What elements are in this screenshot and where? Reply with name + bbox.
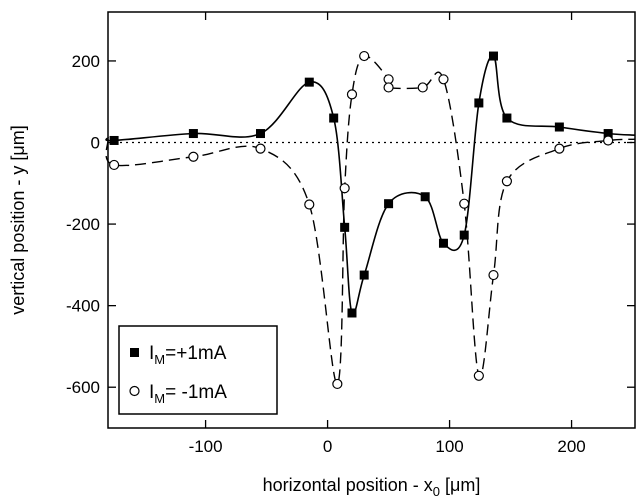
legend-entry-subscript: M xyxy=(154,391,165,406)
data-point-plus-1ma xyxy=(188,129,198,139)
data-point-plus-1ma xyxy=(488,51,498,61)
data-point-plus-1ma xyxy=(459,230,469,240)
legend-entry-rest: =+1mA xyxy=(165,343,227,364)
data-point-plus-1ma xyxy=(347,308,357,318)
legend-entry-plus-1ma: IM=+1mA xyxy=(149,343,227,367)
y-tick-label: -400 xyxy=(66,297,100,316)
data-point-minus-1ma xyxy=(108,159,120,171)
x-tick-label: 0 xyxy=(323,437,332,456)
y-tick-label: -600 xyxy=(66,378,100,397)
data-point-minus-1ma xyxy=(339,183,350,194)
data-point-plus-1ma xyxy=(255,129,265,139)
data-point-plus-1ma xyxy=(420,192,430,202)
data-point-plus-1ma xyxy=(329,113,339,123)
data-point-plus-1ma xyxy=(474,98,484,108)
plot-frame xyxy=(107,11,636,429)
data-point-minus-1ma xyxy=(488,269,499,281)
x-tick-label: 100 xyxy=(435,437,463,456)
legend: IM=+1mA IM= -1mA xyxy=(118,325,278,415)
data-point-plus-1ma xyxy=(603,129,613,139)
data-point-minus-1ma xyxy=(473,370,484,381)
data-point-minus-1ma xyxy=(459,198,470,209)
y-tick-label: -200 xyxy=(66,215,100,234)
x-axis-title-unit: [μm] xyxy=(440,475,480,495)
data-point-minus-1ma xyxy=(383,82,394,93)
data-point-plus-1ma xyxy=(438,238,448,248)
legend-entry-subscript: M xyxy=(154,352,165,367)
legend-entry-rest: = -1mA xyxy=(165,382,227,403)
data-point-minus-1ma xyxy=(603,135,614,146)
x-axis-title-main: horizontal position - x xyxy=(263,475,433,495)
series-line-plus-1ma xyxy=(105,55,636,316)
x-axis-title: horizontal position - x0 [μm] xyxy=(263,475,481,497)
data-point-minus-1ma xyxy=(417,82,428,93)
data-point-plus-1ma xyxy=(502,113,512,123)
data-point-minus-1ma xyxy=(346,89,358,100)
legend-symbol-open-circle xyxy=(129,385,140,397)
data-markers xyxy=(108,50,614,390)
x-tick-label: -100 xyxy=(189,437,223,456)
legend-entry-minus-1ma: IM= -1mA xyxy=(149,382,227,406)
data-point-plus-1ma xyxy=(340,222,350,232)
y-tick-label: 0 xyxy=(91,134,100,153)
x-tick-label: 200 xyxy=(557,437,585,456)
data-point-minus-1ma xyxy=(255,143,266,154)
legend-box xyxy=(118,325,278,415)
legend-entry-main: I xyxy=(149,382,154,403)
data-point-minus-1ma xyxy=(304,199,315,210)
data-point-minus-1ma xyxy=(359,50,370,62)
data-point-minus-1ma xyxy=(501,176,513,187)
data-point-plus-1ma xyxy=(359,270,369,280)
data-point-plus-1ma xyxy=(304,77,314,87)
data-point-plus-1ma xyxy=(109,135,119,145)
data-point-plus-1ma xyxy=(554,122,564,132)
legend-entry-main: I xyxy=(149,343,154,364)
y-tick-label: 200 xyxy=(72,52,100,71)
data-point-minus-1ma xyxy=(332,378,343,390)
legend-symbol-filled-square xyxy=(130,348,139,357)
data-point-plus-1ma xyxy=(384,199,394,209)
data-point-minus-1ma xyxy=(438,74,449,85)
data-point-minus-1ma xyxy=(188,151,199,162)
x-axis-title-subscript: 0 xyxy=(433,484,440,497)
y-axis-title: vertical position - y [μm] xyxy=(8,125,28,314)
data-point-minus-1ma xyxy=(554,143,565,154)
axis-ticks: -100 0 100 200 200 0 -200 -400 -600 xyxy=(66,12,635,456)
